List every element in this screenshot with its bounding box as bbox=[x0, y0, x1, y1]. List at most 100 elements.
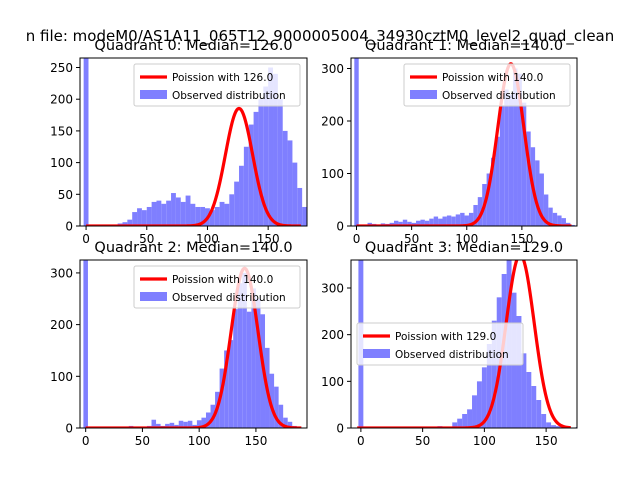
histogram-bar bbox=[513, 68, 518, 226]
histogram-bar bbox=[467, 409, 473, 428]
histogram-bar bbox=[200, 206, 206, 226]
y-tick-label: 200 bbox=[50, 318, 73, 332]
y-tick-label: 300 bbox=[50, 266, 73, 280]
histogram-bar bbox=[269, 373, 275, 428]
histogram-bar bbox=[556, 426, 561, 428]
legend-fit-label: Poission with 140.0 bbox=[172, 274, 273, 286]
histogram-bar bbox=[570, 224, 575, 226]
histogram-bar bbox=[551, 425, 557, 428]
legend-box bbox=[133, 265, 301, 309]
histogram-bar bbox=[282, 130, 288, 226]
legend-box bbox=[356, 322, 524, 366]
histogram-bar bbox=[196, 420, 202, 428]
histogram-bar bbox=[151, 419, 157, 428]
y-tick-label: 50 bbox=[58, 188, 73, 202]
histogram-bar bbox=[183, 421, 188, 428]
histogram-bar bbox=[452, 422, 458, 428]
legend: Poission with 126.0 Observed distribution bbox=[133, 63, 301, 107]
histogram-bar bbox=[354, 58, 359, 226]
x-tick-label: 100 bbox=[196, 232, 219, 246]
x-tick-label: 100 bbox=[455, 232, 478, 246]
axes-frame bbox=[350, 57, 578, 227]
histogram-bar bbox=[83, 58, 89, 226]
histogram-bar bbox=[424, 220, 430, 226]
legend-hist-swatch bbox=[140, 292, 167, 301]
histogram-bar bbox=[561, 218, 566, 226]
subplot-quadrant-0: Quadrant 0: Median=126.0 0 50 100 150 0 50 100 1… bbox=[50, 38, 308, 246]
histogram-bar bbox=[420, 219, 425, 226]
histogram-bar bbox=[283, 417, 288, 428]
histogram-bar bbox=[268, 67, 274, 226]
histogram-bar bbox=[156, 200, 162, 226]
subplot-title: Quadrant 1: Median=140.0 bbox=[365, 38, 563, 54]
histogram-bar bbox=[219, 368, 225, 428]
histogram-bar bbox=[255, 298, 261, 428]
histogram-bar bbox=[161, 203, 167, 226]
histogram-bar bbox=[416, 220, 421, 226]
histogram-bar bbox=[442, 216, 447, 226]
histogram-bar bbox=[472, 395, 477, 428]
histogram-bar bbox=[127, 219, 133, 226]
histogram-bar bbox=[228, 340, 234, 428]
histogram-bar bbox=[165, 423, 170, 428]
x-tick-label: 0 bbox=[353, 232, 361, 246]
y-tick-label: 0 bbox=[65, 220, 73, 234]
x-tick-label: 50 bbox=[135, 434, 150, 448]
histogram-bar bbox=[185, 195, 191, 226]
legend-fit-label: Poission with 140.0 bbox=[442, 72, 543, 84]
histogram-bar bbox=[446, 215, 452, 226]
histogram-bar bbox=[287, 421, 293, 428]
histogram-bar bbox=[237, 283, 243, 428]
x-tick-label: 50 bbox=[404, 232, 419, 246]
histogram-bar bbox=[473, 205, 478, 226]
x-tick-label: 100 bbox=[473, 434, 496, 448]
x-tick-label: 0 bbox=[357, 434, 365, 448]
y-tick-label: 100 bbox=[50, 156, 73, 170]
subplot-quadrant-2: Quadrant 2: Median=140.0 0 50 100 150 0 100 200… bbox=[50, 240, 308, 448]
legend-hist-swatch bbox=[410, 90, 437, 99]
histogram-bar bbox=[239, 165, 244, 226]
subplot-grid: Quadrant 0: Median=126.0 0 50 100 150 0 50 100 1… bbox=[50, 38, 578, 448]
histogram-bar bbox=[541, 414, 547, 428]
histogram-bar bbox=[277, 99, 283, 226]
histogram-bar bbox=[234, 181, 240, 226]
x-tick-label: 50 bbox=[415, 434, 430, 448]
histogram-bar bbox=[141, 210, 147, 226]
x-tick-label: 100 bbox=[188, 434, 211, 448]
histogram-bar bbox=[292, 162, 298, 226]
histogram-bar bbox=[287, 140, 293, 226]
histogram-bar bbox=[451, 216, 456, 226]
histogram-bar bbox=[242, 272, 247, 428]
x-tick-label: 150 bbox=[510, 232, 533, 246]
histogram-bar bbox=[504, 89, 509, 226]
histogram-bar bbox=[481, 367, 487, 428]
histogram-bar bbox=[499, 105, 505, 226]
y-tick-label: 250 bbox=[50, 61, 73, 75]
histogram-bar bbox=[137, 208, 142, 226]
histogram-bar bbox=[214, 206, 220, 226]
histogram-bar bbox=[460, 212, 465, 226]
histogram-bar bbox=[516, 316, 522, 428]
histogram-bar bbox=[195, 206, 201, 226]
histogram-bar bbox=[251, 288, 256, 428]
histogram-bar bbox=[491, 320, 497, 428]
histogram-bar bbox=[178, 420, 184, 428]
legend-box bbox=[403, 63, 571, 107]
histogram-bar bbox=[175, 197, 181, 226]
histogram-bar bbox=[486, 173, 492, 226]
y-tick-label: 200 bbox=[321, 115, 344, 129]
legend-fit-label: Poission with 129.0 bbox=[395, 331, 496, 343]
histogram-bar bbox=[536, 400, 542, 428]
histogram-bar bbox=[462, 414, 468, 428]
histogram-bar bbox=[486, 344, 492, 428]
histogram-bar bbox=[302, 206, 307, 226]
histogram-bar bbox=[132, 212, 138, 226]
histogram-bar bbox=[171, 193, 176, 226]
histogram-bar bbox=[278, 404, 284, 428]
histogram-bar bbox=[517, 73, 522, 226]
histogram-bar bbox=[407, 221, 412, 226]
x-tick-label: 0 bbox=[82, 434, 90, 448]
histogram-bar bbox=[263, 86, 269, 226]
subplot-title: Quadrant 0: Median=126.0 bbox=[94, 38, 292, 54]
